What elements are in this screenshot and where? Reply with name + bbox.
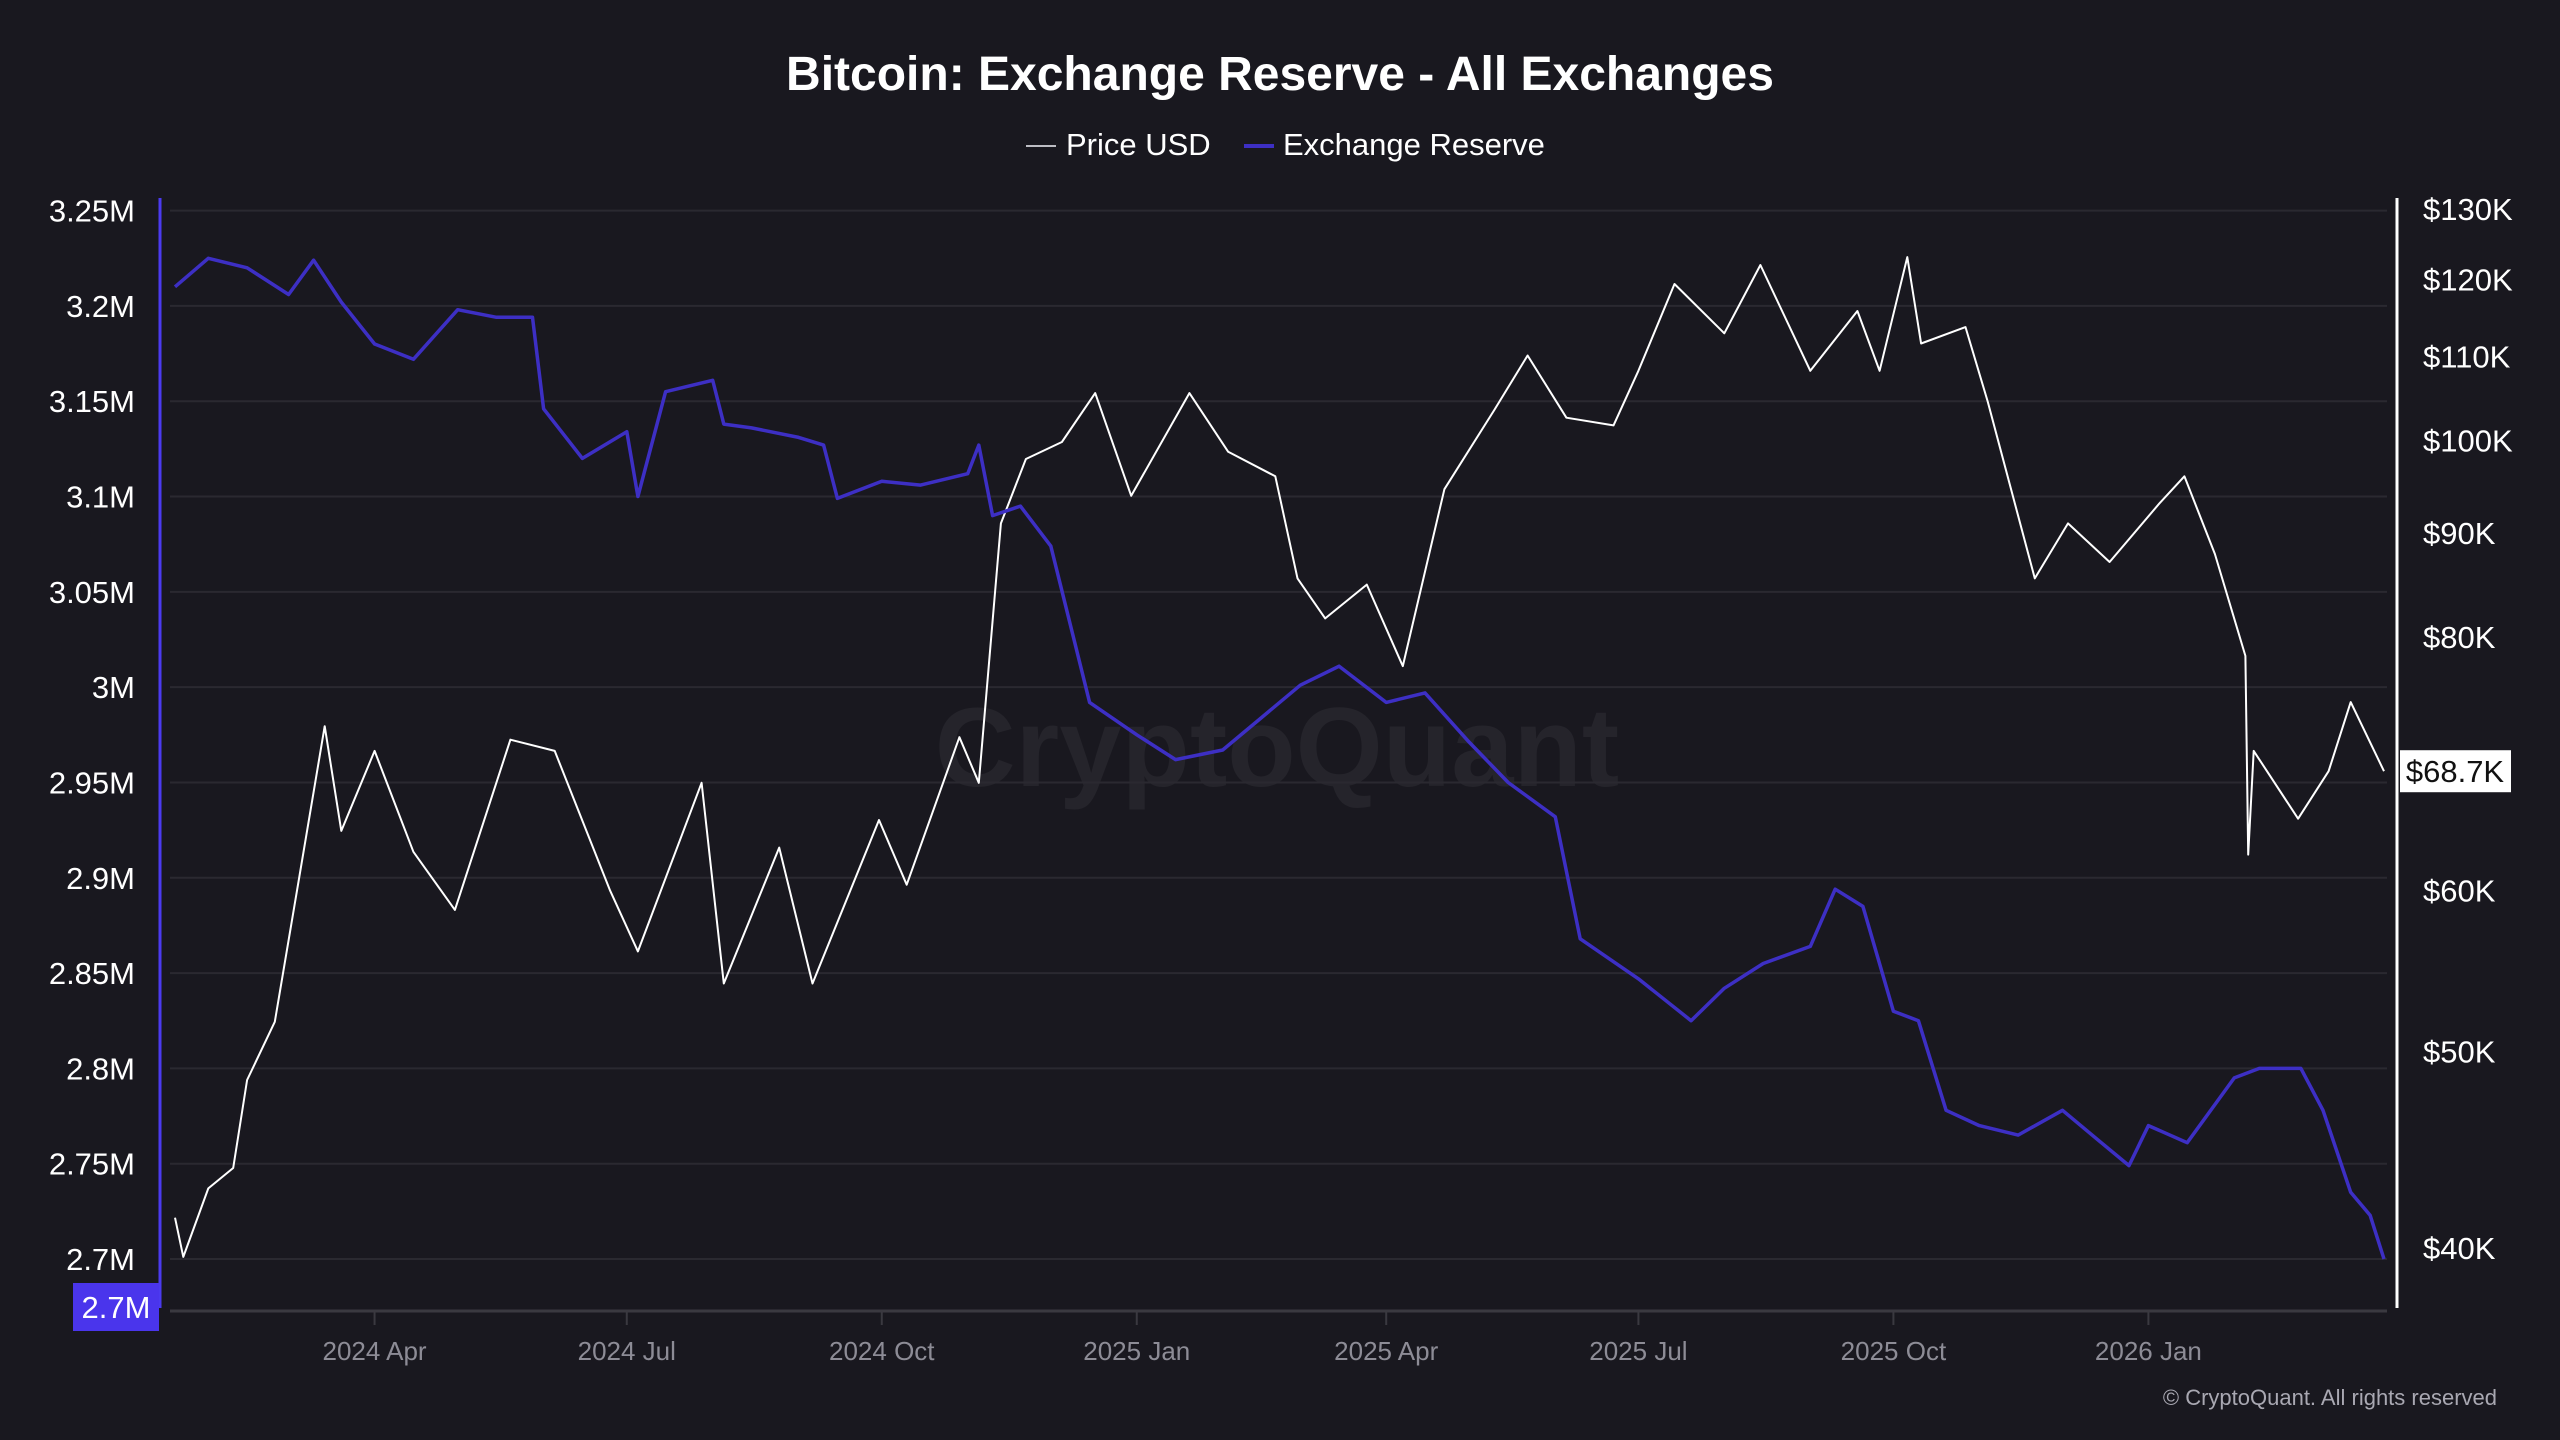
y-right-tick-label: $90K xyxy=(2423,516,2496,551)
series-lines xyxy=(173,256,2386,1260)
legend-label-price[interactable]: Price USD xyxy=(1066,127,1211,162)
price-usd-line xyxy=(174,256,2385,1258)
current-value-badges: 2.7M $68.7K xyxy=(73,750,2511,1331)
x-tick-label: 2025 Jan xyxy=(1083,1336,1190,1366)
x-tick-label: 2025 Oct xyxy=(1841,1336,1947,1366)
price-current-label: $68.7K xyxy=(2406,754,2505,789)
y-left-tick-label: 2.75M xyxy=(49,1147,135,1182)
y-right-tick-label: $110K xyxy=(2423,339,2511,374)
y-left-tick-label: 2.7M xyxy=(66,1242,135,1277)
legend-label-reserve[interactable]: Exchange Reserve xyxy=(1283,127,1545,162)
copyright: © CryptoQuant. All rights reserved xyxy=(2163,1385,2497,1410)
y-left-tick-label: 2.8M xyxy=(66,1051,135,1086)
y-left-tick-label: 3.1M xyxy=(66,480,135,515)
y-right-tick-label: $80K xyxy=(2423,620,2496,655)
y-right-tick-label: $40K xyxy=(2423,1231,2496,1266)
x-tick-label: 2026 Jan xyxy=(2095,1336,2202,1366)
exchange-reserve-line xyxy=(173,256,2386,1260)
y-right-tick-label: $120K xyxy=(2423,263,2513,298)
y-left-tick-label: 3.25M xyxy=(49,194,135,229)
y-left-tick-label: 3.15M xyxy=(49,384,135,419)
y-right-tick-label: $60K xyxy=(2423,874,2496,909)
y-left-tick-label: 2.85M xyxy=(49,956,135,991)
reserve-current-badge xyxy=(73,1283,159,1331)
x-tick-label: 2024 Apr xyxy=(323,1336,427,1366)
x-tick-label: 2024 Jul xyxy=(578,1336,676,1366)
y-axis-right: $130K $120K $110K $100K $90K $80K $60K $50K $40K xyxy=(2395,192,2513,1308)
price-current-badge xyxy=(2400,750,2511,793)
y-left-tick-label: 2.95M xyxy=(49,765,135,800)
y-left-tick-label: 3.05M xyxy=(49,575,135,610)
y-left-tick-label: 2.9M xyxy=(66,861,135,896)
y-axis-left: 3.25M 3.2M 3.15M 3.1M 3.05M 3M 2.95M 2.9M 2.85M 2… xyxy=(49,194,162,1308)
reserve-current-label: 2.7M xyxy=(82,1290,151,1325)
x-tick-label: 2024 Oct xyxy=(829,1336,935,1366)
y-right-tick-label: $50K xyxy=(2423,1034,2496,1069)
x-tick-label: 2025 Apr xyxy=(1334,1336,1438,1366)
y-right-tick-label: $100K xyxy=(2423,423,2513,458)
y-left-tick-label: 3M xyxy=(92,670,135,705)
x-tick-label: 2025 Jul xyxy=(1589,1336,1687,1366)
y-right-tick-label: $130K xyxy=(2423,192,2513,227)
legend: Price USD Exchange Reserve xyxy=(1026,127,1545,162)
chart-title: Bitcoin: Exchange Reserve - All Exchange… xyxy=(786,48,1774,101)
y-left-tick-label: 3.2M xyxy=(66,289,135,324)
x-axis: 2024 Apr 2024 Jul 2024 Oct 2025 Jan 2025 Apr… xyxy=(323,1311,2202,1366)
gridlines xyxy=(170,209,2387,1313)
